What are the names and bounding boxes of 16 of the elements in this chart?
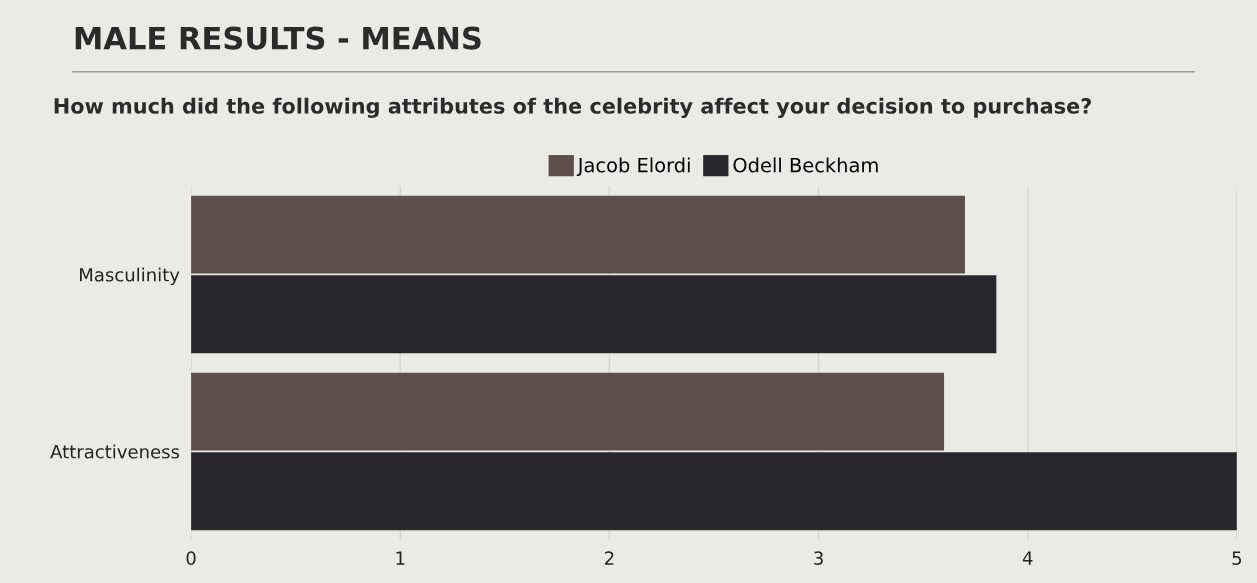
bar	[191, 195, 965, 274]
y-tick-label: Masculinity	[80, 267, 180, 286]
x-tick-label: 5	[1232, 551, 1242, 565]
x-tick-label: 3	[814, 551, 823, 565]
x-tick-label: 2	[604, 551, 614, 565]
bar	[191, 452, 1237, 531]
y-tick-label: Attractiveness	[50, 444, 180, 459]
bar	[191, 275, 997, 354]
x-tick-label: 0	[186, 551, 196, 565]
chart-title: MALE RESULTS - MEANS	[75, 26, 481, 50]
legend-label: Jacob Elordi	[576, 157, 690, 177]
chart-subtitle: How much did the following attributes of the celebrity affect your decision to purchase?	[54, 97, 1091, 119]
legend-label: Odell Beckham	[733, 157, 878, 173]
bar	[191, 372, 945, 451]
x-tick-label: 1	[396, 551, 405, 565]
x-tick-label: 4	[1022, 551, 1033, 565]
